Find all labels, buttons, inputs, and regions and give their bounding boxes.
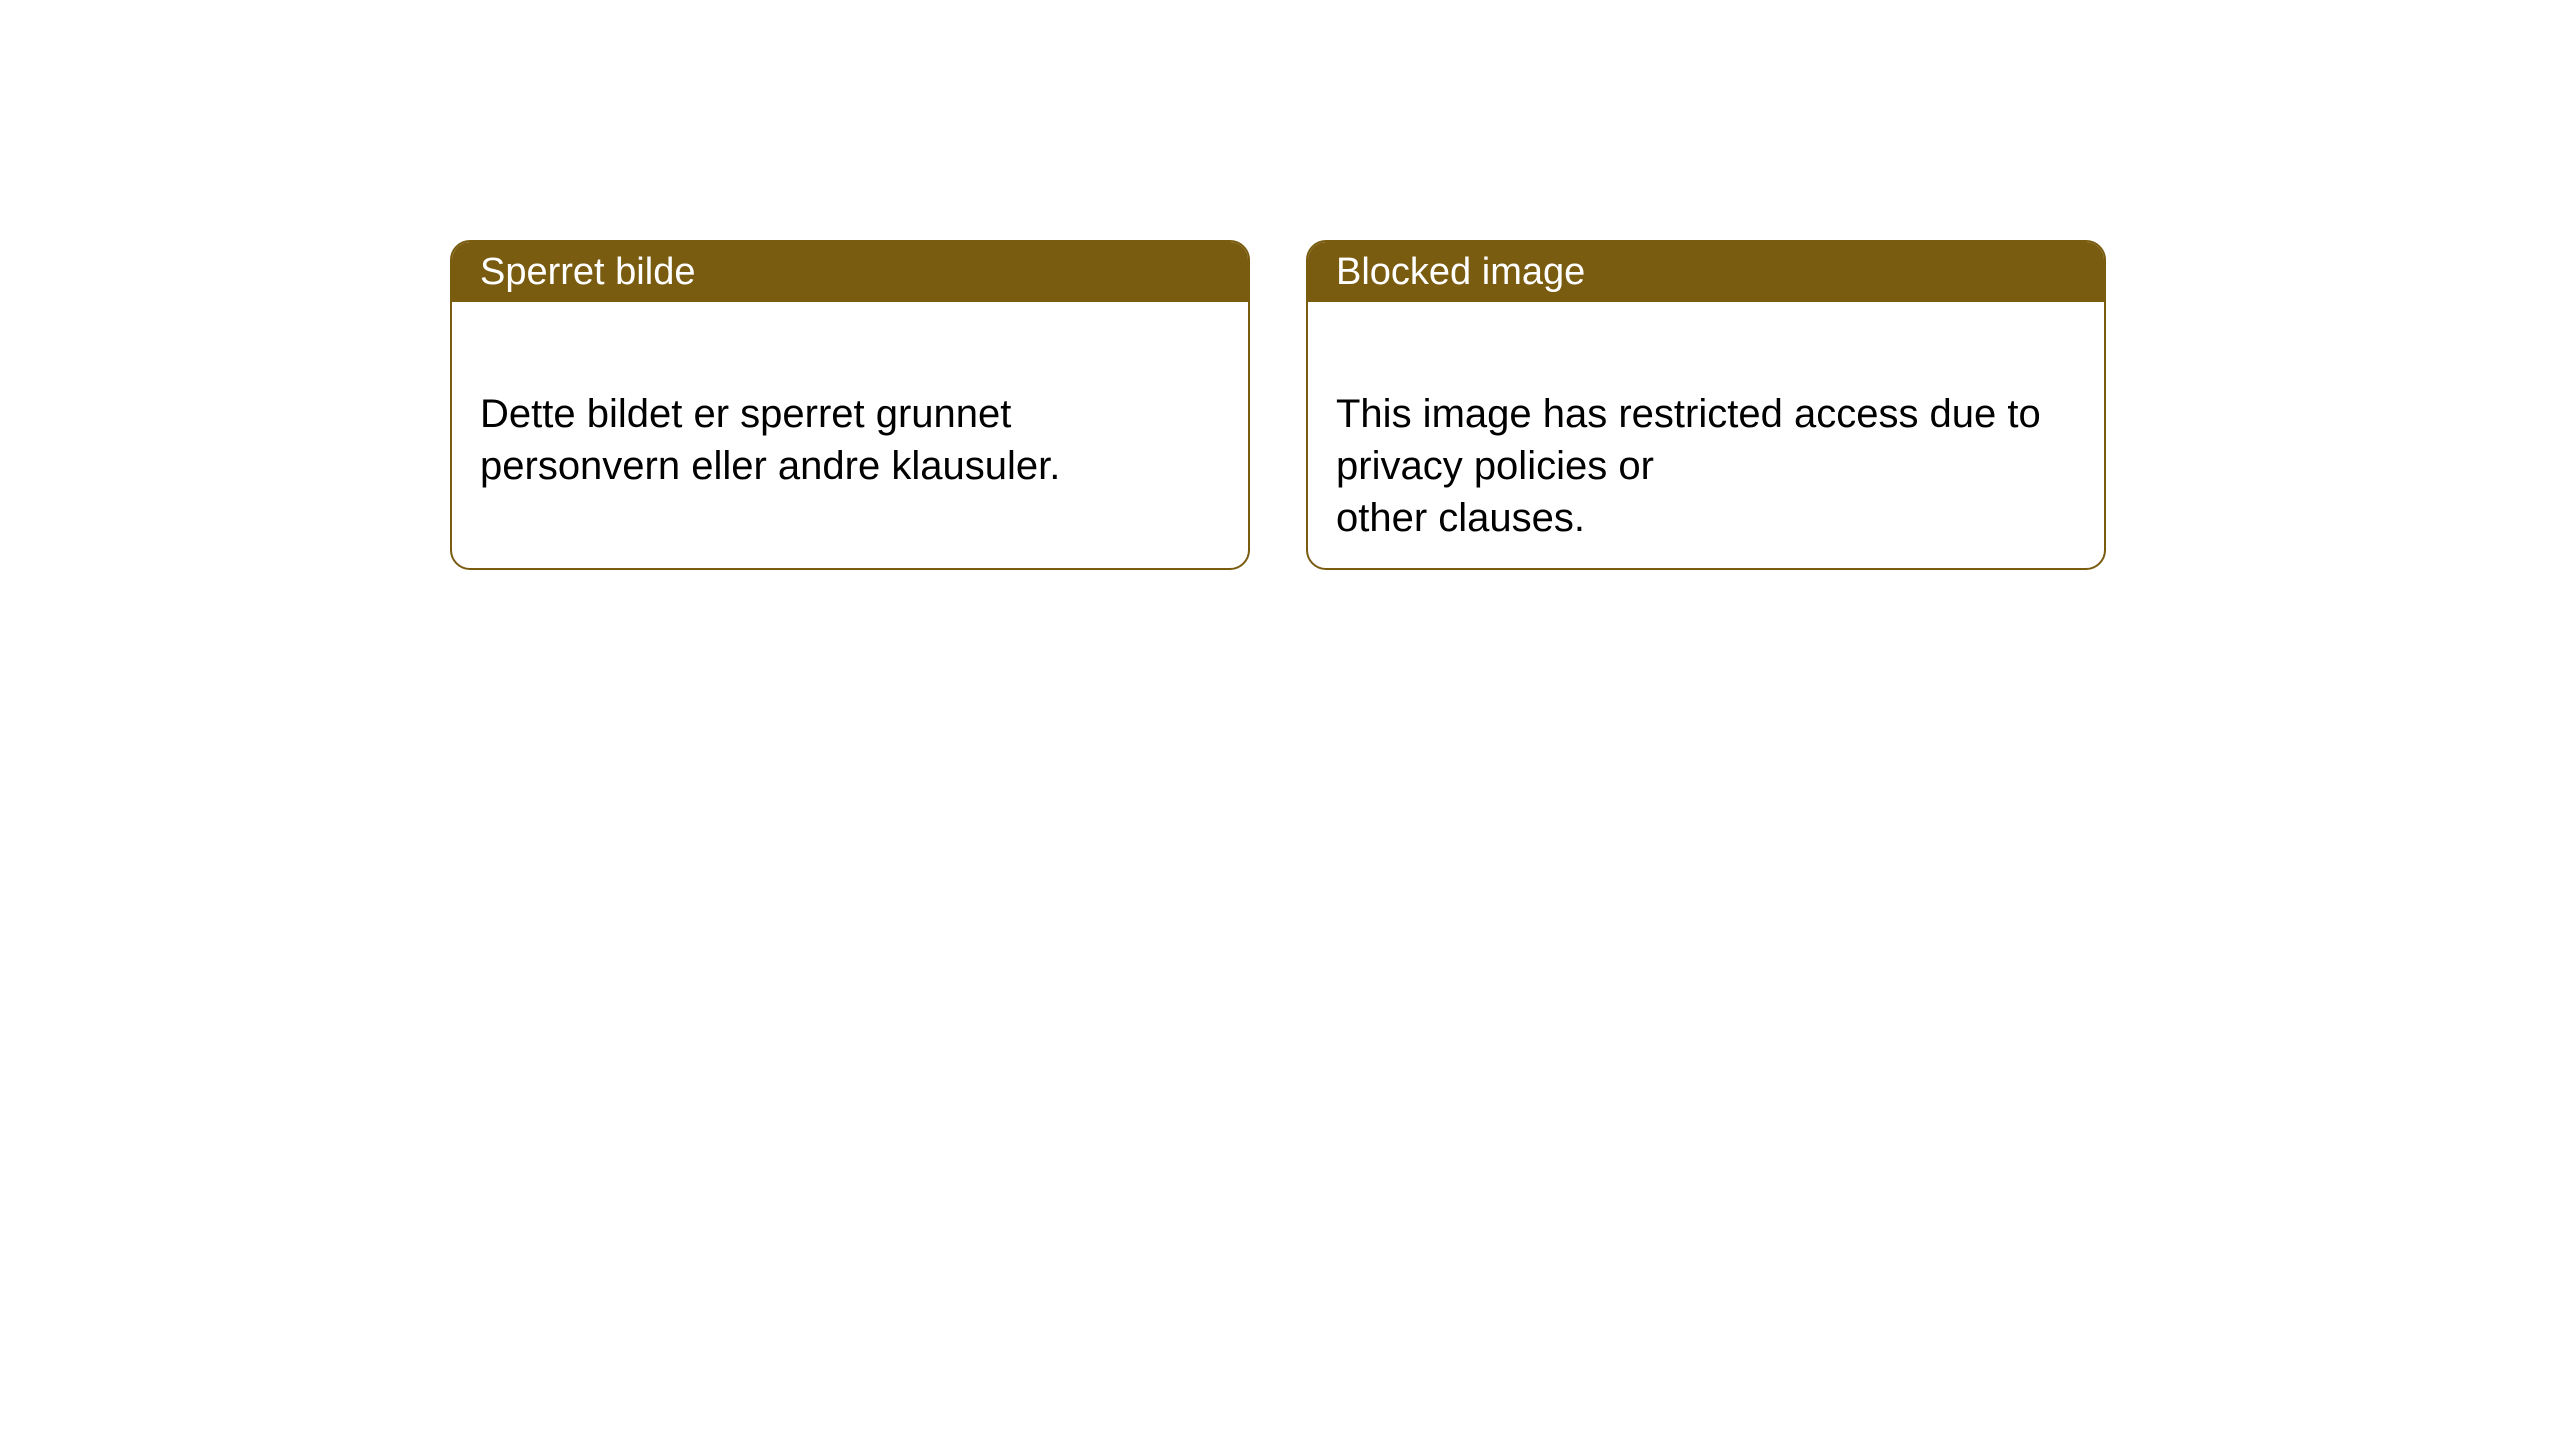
card-body: Dette bildet er sperret grunnet personve… xyxy=(452,302,1248,526)
card-message: This image has restricted access due to … xyxy=(1336,392,2041,540)
card-message: Dette bildet er sperret grunnet personve… xyxy=(480,392,1060,488)
card-body: This image has restricted access due to … xyxy=(1308,302,2104,570)
card-header: Blocked image xyxy=(1308,242,2104,302)
card-title: Sperret bilde xyxy=(480,251,695,294)
notice-card-english: Blocked image This image has restricted … xyxy=(1306,240,2106,570)
notice-cards-container: Sperret bilde Dette bildet er sperret gr… xyxy=(450,240,2106,570)
notice-card-norwegian: Sperret bilde Dette bildet er sperret gr… xyxy=(450,240,1250,570)
card-title: Blocked image xyxy=(1336,251,1585,294)
card-header: Sperret bilde xyxy=(452,242,1248,302)
